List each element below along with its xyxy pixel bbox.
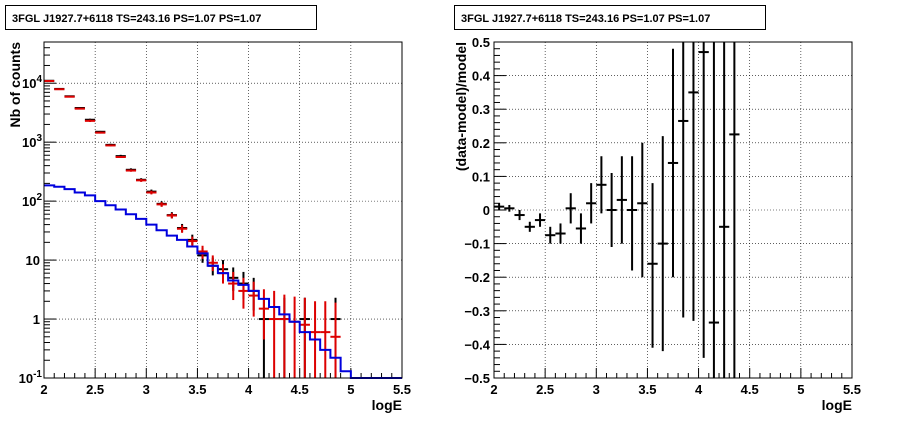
residuals-point (575, 213, 587, 244)
residuals-point (647, 183, 658, 348)
y-tick-label: 0 (483, 203, 490, 218)
plot-frame (43, 41, 403, 379)
model-point (269, 290, 280, 378)
x-tick-label: 3 (143, 382, 150, 397)
y-tick-label: −0.1 (464, 237, 490, 252)
model-point (320, 301, 331, 378)
y-tick-label: 0.5 (472, 35, 490, 50)
model-point (187, 236, 198, 247)
y-axis-title: (data-model)/model (453, 42, 469, 171)
title-box (5, 5, 317, 30)
residuals-point (606, 173, 617, 247)
y-tick-label: −0.2 (464, 270, 490, 285)
counts-chart: 3FGL J1927.7+6118 TS=243.16 PS=1.07 PS=1… (5, 5, 411, 413)
residuals-point (688, 42, 699, 321)
counts-panel: 3FGL J1927.7+6118 TS=243.16 PS=1.07 PS=1… (5, 5, 411, 413)
x-tick-label: 4.5 (291, 382, 309, 397)
model-point (115, 156, 126, 159)
residuals-point (729, 42, 740, 378)
residuals-point (616, 156, 627, 244)
x-tick-label: 4 (695, 382, 703, 397)
y-tick-label: 103 (22, 133, 42, 150)
residuals-point (586, 183, 597, 224)
plot-frame (493, 41, 853, 379)
residuals-chart: 3FGL J1927.7+6118 TS=243.16 PS=1.07 PS=1… (453, 5, 861, 413)
model-point (207, 255, 218, 272)
title-box (454, 5, 766, 30)
y-tick-label: 1 (33, 312, 40, 327)
x-axis-title: logE (822, 397, 852, 413)
residuals-point (565, 193, 576, 224)
residuals-panel: 3FGL J1927.7+6118 TS=243.16 PS=1.07 PS=1… (449, 0, 898, 421)
x-tick-label: 2.5 (536, 382, 554, 397)
y-tick-label: 0.1 (472, 169, 490, 184)
y-tick-label: −0.4 (464, 337, 490, 352)
residuals-point (534, 213, 546, 227)
y-tick-label: −0.5 (464, 371, 490, 386)
chart-title: 3FGL J1927.7+6118 TS=243.16 PS=1.07 PS=1… (12, 13, 261, 25)
x-tick-label: 2.5 (86, 382, 104, 397)
x-tick-label: 3 (593, 382, 600, 397)
y-tick-label: 10 (26, 253, 40, 268)
x-tick-label: 3.5 (638, 382, 656, 397)
x-tick-label: 5.5 (393, 382, 411, 397)
model-point (125, 169, 137, 172)
background-histogram (44, 184, 402, 379)
residuals-point (678, 42, 689, 318)
chart-title: 3FGL J1927.7+6118 TS=243.16 PS=1.07 PS=1… (461, 13, 710, 25)
residuals-point (596, 156, 607, 214)
model-point (64, 95, 75, 98)
x-axis-title: logE (372, 397, 402, 413)
residuals-point (555, 223, 566, 244)
residuals-point (698, 42, 709, 358)
model-point (105, 144, 116, 147)
model-point (279, 294, 290, 378)
y-tick-label: 10-1 (19, 369, 43, 386)
x-tick-label: 5.5 (843, 382, 861, 397)
x-tick-label: 2 (490, 382, 497, 397)
residuals-point (514, 210, 525, 221)
y-axis-title: Nb of counts (7, 42, 23, 128)
model-point (84, 119, 96, 122)
x-tick-label: 3.5 (188, 382, 206, 397)
model-point (74, 107, 85, 110)
model-point (54, 88, 65, 91)
model-point (176, 225, 188, 233)
residuals-point (504, 204, 515, 212)
model-point (156, 202, 167, 207)
y-tick-label: 104 (22, 74, 42, 91)
x-tick-label: 4 (245, 382, 253, 397)
residuals-point (657, 136, 668, 352)
y-tick-label: 102 (22, 192, 42, 209)
model-point (166, 212, 177, 219)
residuals-point (524, 221, 535, 232)
residuals-point (545, 226, 556, 244)
model-point (258, 289, 270, 340)
model-point (95, 131, 106, 134)
model-point (228, 271, 239, 301)
model-point (136, 178, 147, 182)
x-tick-label: 4.5 (741, 382, 759, 397)
residuals-point (494, 203, 505, 210)
residuals-point (667, 48, 679, 278)
y-tick-label: −0.3 (464, 304, 490, 319)
x-tick-label: 2 (40, 382, 47, 397)
model-point (197, 245, 208, 259)
model-point (146, 190, 157, 195)
x-tick-label: 5 (797, 382, 804, 397)
residuals-point (626, 156, 638, 271)
residuals-point (708, 42, 720, 378)
y-tick-label: 0.4 (472, 69, 491, 84)
residuals-point (719, 42, 730, 378)
model-point (299, 297, 310, 378)
model-point (238, 277, 249, 309)
y-tick-label: 0.3 (472, 102, 490, 117)
residuals-point (637, 142, 648, 278)
model-point (330, 302, 341, 378)
y-tick-label: 0.2 (472, 136, 490, 151)
x-tick-label: 5 (347, 382, 354, 397)
model-point (248, 281, 259, 317)
model-point (289, 296, 300, 378)
